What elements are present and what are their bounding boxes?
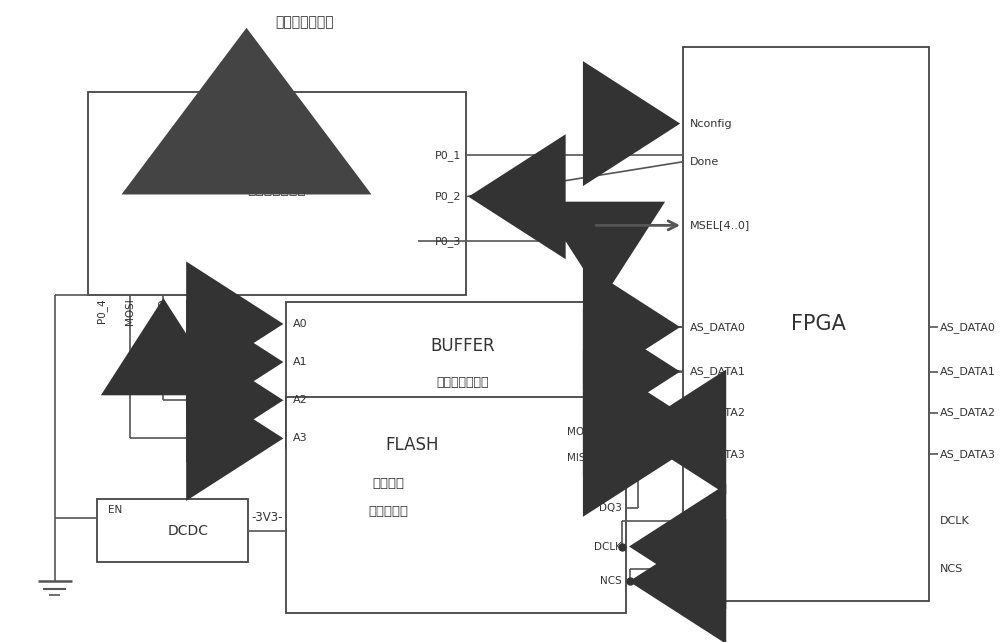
- Text: DCLK: DCLK: [594, 541, 622, 551]
- FancyBboxPatch shape: [97, 499, 248, 562]
- Text: A1: A1: [293, 357, 307, 367]
- Text: NCS: NCS: [940, 564, 963, 574]
- Text: P0_4: P0_4: [97, 299, 107, 323]
- Text: B0: B0: [607, 319, 622, 329]
- Text: （非易失: （非易失: [372, 477, 404, 490]
- Text: B3: B3: [607, 433, 622, 444]
- Text: OE: OE: [606, 303, 622, 313]
- Text: AS_DATA0: AS_DATA0: [940, 322, 996, 333]
- Text: NCS: NCS: [690, 564, 713, 574]
- Text: CLK: CLK: [201, 299, 211, 318]
- Text: DQ3: DQ3: [599, 503, 622, 514]
- Text: B1: B1: [607, 357, 622, 367]
- Text: NCS: NCS: [600, 577, 622, 587]
- Text: A0: A0: [293, 319, 307, 329]
- Text: 性存储器）: 性存储器）: [368, 505, 408, 518]
- Text: （主控处理器）: （主控处理器）: [247, 182, 306, 196]
- Text: CS: CS: [232, 299, 242, 313]
- Text: DCLK: DCLK: [940, 516, 970, 526]
- Text: AS_DATA1: AS_DATA1: [690, 366, 745, 377]
- Text: 外接上位机接口: 外接上位机接口: [275, 15, 333, 29]
- Text: MISO_DQ1: MISO_DQ1: [567, 452, 622, 463]
- Text: P0_2: P0_2: [434, 191, 461, 202]
- FancyBboxPatch shape: [286, 397, 626, 613]
- Text: AS_DATA3: AS_DATA3: [690, 449, 745, 460]
- Text: DQ2: DQ2: [599, 478, 622, 488]
- Text: MOSI_DQ0: MOSI_DQ0: [567, 426, 622, 437]
- Text: Nconfig: Nconfig: [690, 119, 732, 128]
- Text: A2: A2: [293, 395, 308, 405]
- Text: MISO: MISO: [158, 299, 168, 325]
- Text: DCDC: DCDC: [167, 524, 208, 537]
- Text: A3: A3: [293, 433, 307, 444]
- Text: -3V3-: -3V3-: [252, 511, 283, 525]
- Text: Done: Done: [690, 157, 719, 167]
- Text: FLASH: FLASH: [385, 436, 439, 454]
- Text: （双向缓存器）: （双向缓存器）: [437, 376, 489, 388]
- Text: MOSI: MOSI: [125, 299, 135, 325]
- Text: AS_DATA2: AS_DATA2: [940, 408, 996, 419]
- Text: B2: B2: [607, 395, 622, 405]
- FancyBboxPatch shape: [286, 302, 626, 448]
- Text: FPGA: FPGA: [791, 314, 845, 334]
- Text: AS_DATA2: AS_DATA2: [690, 408, 746, 419]
- FancyBboxPatch shape: [683, 48, 929, 600]
- Text: EN: EN: [108, 505, 123, 516]
- Text: P0_3: P0_3: [435, 236, 461, 247]
- Text: AS_DATA3: AS_DATA3: [940, 449, 996, 460]
- FancyBboxPatch shape: [88, 92, 466, 295]
- Text: BUFFER: BUFFER: [431, 336, 495, 354]
- Text: P0_1: P0_1: [435, 150, 461, 161]
- Text: MSEL[4..0]: MSEL[4..0]: [690, 220, 750, 230]
- Text: AS_DATA1: AS_DATA1: [940, 366, 996, 377]
- Text: DCLK: DCLK: [690, 516, 719, 526]
- Text: AS_DATA0: AS_DATA0: [690, 322, 745, 333]
- Text: MCU: MCU: [254, 143, 299, 162]
